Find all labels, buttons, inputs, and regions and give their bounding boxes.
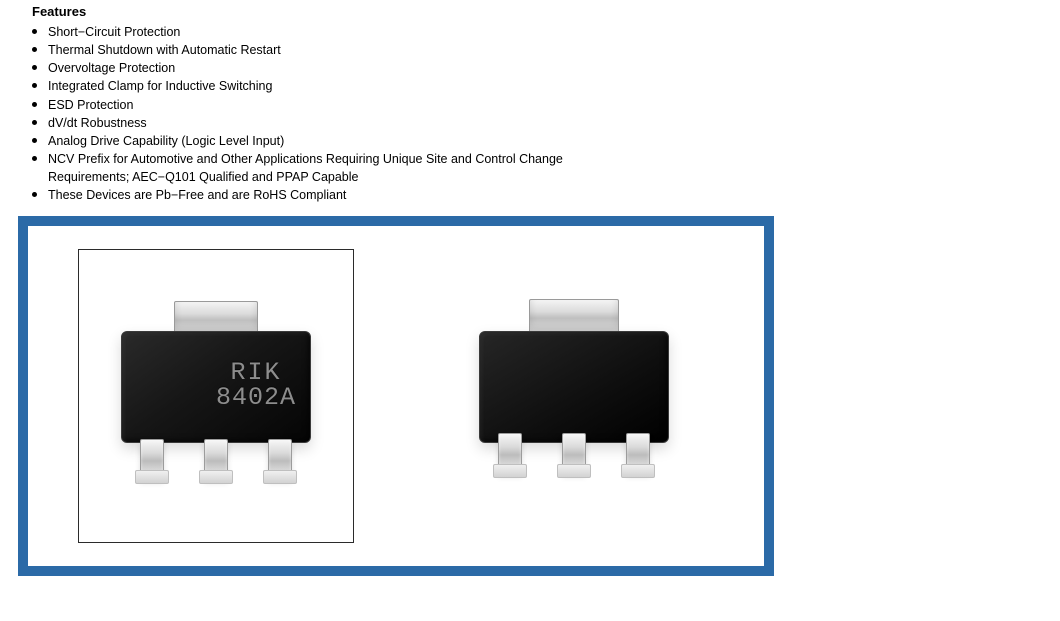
chip-photo-framed: RIK 8402A [78,249,354,543]
chip-pin-icon [140,439,164,479]
chip-marking: RIK 8402A [216,360,296,410]
chip-marking-line2: 8402A [216,385,296,410]
chip-pin-icon [562,433,586,473]
chip-photo-loose [444,266,704,526]
feature-item: ESD Protection [32,96,592,114]
chip-body-icon [479,331,669,443]
feature-item: dV/dt Robustness [32,114,592,132]
chip-tab-icon [529,299,619,333]
feature-item: Integrated Clamp for Inductive Switching [32,77,592,95]
sot223-package-icon [474,301,674,491]
features-heading: Features [32,4,1052,19]
chip-pin-icon [626,433,650,473]
product-image-panel: RIK 8402A [18,216,774,576]
features-list: Short−Circuit Protection Thermal Shutdow… [32,23,592,204]
chip-pin-icon [268,439,292,479]
feature-item: Short−Circuit Protection [32,23,592,41]
chip-pin-icon [204,439,228,479]
feature-item: Overvoltage Protection [32,59,592,77]
feature-item: Thermal Shutdown with Automatic Restart [32,41,592,59]
feature-item: These Devices are Pb−Free and are RoHS C… [32,186,592,204]
chip-pin-icon [498,433,522,473]
sot223-package-icon: RIK 8402A [116,301,316,491]
chip-tab-icon [174,301,258,335]
feature-item: Analog Drive Capability (Logic Level Inp… [32,132,592,150]
feature-item: NCV Prefix for Automotive and Other Appl… [32,150,592,186]
chip-body-icon: RIK 8402A [121,331,311,443]
